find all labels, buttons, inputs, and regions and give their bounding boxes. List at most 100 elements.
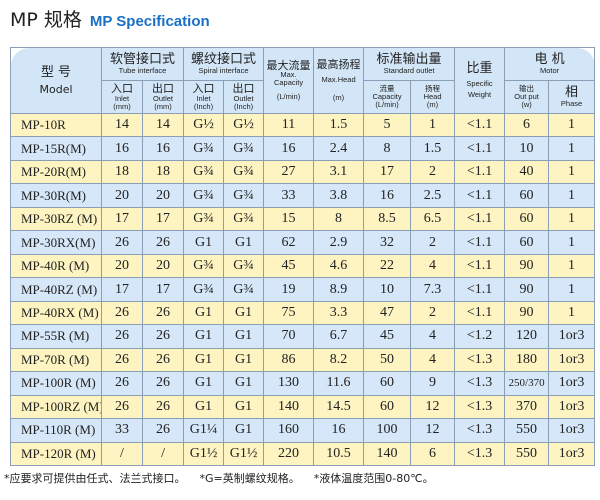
header-spiral: 螺纹接口式 Spiral interface — [183, 47, 265, 81]
table-cell: <1.1 — [454, 206, 506, 232]
table-row: MP-30RX(M) 26 26 G1 G1 62 2.9 32 2 <1.1 60 1 — [10, 230, 596, 255]
table-cell: <1.1 — [454, 112, 506, 138]
header-label: 最高扬程 — [316, 57, 361, 71]
header-label: 螺纹接口式 — [191, 52, 257, 68]
table-cell: G¾ — [183, 253, 225, 279]
header-label: (w) — [521, 99, 532, 109]
model-cell: MP-30RX(M) — [10, 230, 102, 255]
table-cell: 1 — [548, 230, 596, 255]
table-cell: <1.3 — [454, 418, 506, 443]
table-cell: 4 — [410, 253, 456, 279]
table-cell: 16 — [263, 136, 315, 161]
table-cell: 47 — [363, 300, 412, 326]
header-tube-inlet: 入口 Inlet (mm) — [101, 80, 143, 114]
table-cell: 3.8 — [313, 183, 365, 208]
table-cell: 1 — [548, 112, 596, 138]
header-label: 入口 — [192, 82, 215, 96]
header-label: Spiral interface — [198, 65, 249, 75]
table-cell: 60 — [504, 206, 550, 232]
note: *G=英制螺纹规格。 — [199, 472, 300, 485]
header-label: Capacity — [273, 78, 304, 88]
table-cell: <1.1 — [454, 253, 506, 279]
table-cell: 130 — [263, 371, 315, 396]
table-cell: 1 — [548, 136, 596, 161]
table-cell: 33 — [263, 183, 315, 208]
table-cell: 10.5 — [313, 441, 365, 467]
table-cell: 1 — [548, 277, 596, 302]
header-label: Capacity — [372, 92, 402, 102]
table-row: MP-120R (M) / / G1½ G1½ 220 10.5 140 6 <1.3 550 1or… — [10, 441, 596, 467]
table-cell: 17 — [101, 277, 143, 302]
table-cell: 550 — [504, 441, 550, 467]
header-model: 型 号 Model — [10, 47, 102, 114]
header-label: Motor — [539, 65, 560, 75]
header-label: (m) — [426, 99, 439, 109]
model-cell: MP-40RZ (M) — [10, 277, 102, 302]
header-label: Model — [39, 82, 73, 96]
header-label: Outlet — [233, 93, 254, 103]
table-cell: G½ — [183, 112, 225, 138]
table-row: MP-70R (M) 26 26 G1 G1 86 8.2 50 4 <1.3 180 1or3 — [10, 347, 596, 373]
header-label: 流量 — [379, 84, 395, 94]
header-tube-outlet: 出口 Outlet (mm) — [141, 80, 185, 114]
model-cell: MP-55R (M) — [10, 324, 102, 349]
table-cell: 16 — [363, 183, 412, 208]
header-label: 标准输出量 — [376, 52, 442, 68]
table-cell: 17 — [101, 206, 143, 232]
table-cell: 1or3 — [548, 371, 596, 396]
model-cell: MP-40R (M) — [10, 253, 102, 279]
table-cell: 250/370 — [504, 371, 550, 396]
table-cell: <1.3 — [454, 371, 506, 396]
table-cell: G¾ — [183, 159, 225, 185]
table-row: MP-20R(M) 18 18 G¾ G¾ 27 3.1 17 2 <1.1 40 1 — [10, 159, 596, 185]
header-label: Specific — [466, 78, 493, 88]
table-cell: 26 — [141, 347, 185, 373]
table-cell: G¾ — [223, 206, 265, 232]
header-label: Head — [423, 92, 442, 102]
header-label: Out put — [514, 92, 539, 102]
table-cell: 4 — [410, 324, 456, 349]
table-row: MP-40R (M) 20 20 G¾ G¾ 45 4.6 22 4 <1.1 90 1 — [10, 253, 596, 279]
header-label: (mm) — [113, 101, 131, 111]
table-cell: 9 — [410, 371, 456, 396]
table-cell: G¾ — [183, 136, 225, 161]
table-cell: 16 — [101, 136, 143, 161]
table-cell: G1 — [183, 371, 225, 396]
table-cell: 26 — [101, 347, 143, 373]
header-label: (Inch) — [233, 101, 254, 111]
table-cell: 370 — [504, 394, 550, 420]
table-cell: 1 — [548, 253, 596, 279]
table-cell: G1½ — [183, 441, 225, 467]
table-cell: 17 — [363, 159, 412, 185]
table-cell: 8.9 — [313, 277, 365, 302]
model-cell: MP-100RZ (M) — [10, 394, 102, 420]
table-cell: G1 — [223, 371, 265, 396]
table-cell: 1or3 — [548, 324, 596, 349]
table-row: MP-30RZ (M) 17 17 G¾ G¾ 15 8 8.5 6.5 <1.1 60 1 — [10, 206, 596, 232]
table-cell: 45 — [363, 324, 412, 349]
header-label: (L/min) — [375, 99, 399, 109]
table-cell: 2.9 — [313, 230, 365, 255]
header-label: Max. — [280, 70, 297, 80]
table-cell: 60 — [504, 230, 550, 255]
note: *应要求可提供由任式、法兰式接口。 — [4, 472, 186, 485]
table-cell: 12 — [410, 418, 456, 443]
table-cell: 6.7 — [313, 324, 365, 349]
table-cell: <1.3 — [454, 441, 506, 467]
table-cell: 90 — [504, 300, 550, 326]
table-cell: 19 — [263, 277, 315, 302]
header-label: 输出 — [519, 84, 535, 94]
table-cell: 26 — [141, 418, 185, 443]
header-label: Tube interface — [118, 65, 167, 75]
model-cell: MP-70R (M) — [10, 347, 102, 373]
table-cell: 6.5 — [410, 206, 456, 232]
title-cn: MP 规格 — [10, 9, 82, 31]
table-cell: 3.1 — [313, 159, 365, 185]
table-cell: G1 — [223, 394, 265, 420]
table-cell: 16 — [141, 136, 185, 161]
table-cell: 1or3 — [548, 394, 596, 420]
table-cell: 10 — [363, 277, 412, 302]
table-cell: 180 — [504, 347, 550, 373]
table-cell: 140 — [263, 394, 315, 420]
table-cell: 12 — [410, 394, 456, 420]
